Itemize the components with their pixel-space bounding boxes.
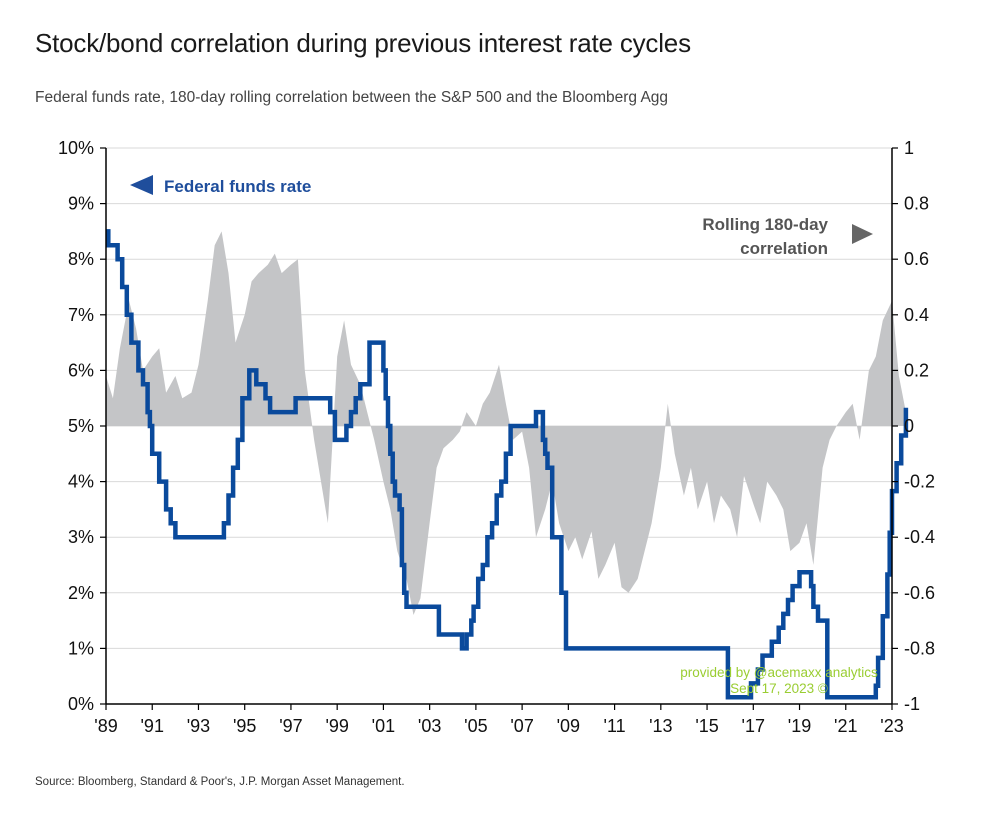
left-tick-label: 5%	[68, 416, 94, 436]
x-tick-label: '01	[372, 716, 395, 736]
watermark-line1: provided by @acemaxx analytics	[680, 665, 878, 680]
left-tick-label: 8%	[68, 249, 94, 269]
right-tick-label: 1	[904, 138, 914, 158]
x-tick-label: '17	[742, 716, 765, 736]
right-arrow-icon	[852, 224, 873, 244]
right-tick-label: -0.6	[904, 583, 935, 603]
x-axis-tick-labels: '89 '91 '93 '95 '97 '99 '01 '03 '05 '07 '09 '11 '13 '…	[94, 716, 903, 736]
left-tick-label: 0%	[68, 694, 94, 714]
source-note: Source: Bloomberg, Standard & Poor's, J.…	[35, 776, 405, 788]
x-tick-label: '05	[464, 716, 487, 736]
right-tick-label: 0	[904, 416, 914, 436]
x-tick-label: '99	[325, 716, 348, 736]
left-axis-tick-labels: 0% 1% 2% 3% 4% 5% 6% 7% 8% 9% 10%	[58, 138, 94, 714]
x-tick-label: '13	[649, 716, 672, 736]
left-tick-label: 6%	[68, 360, 94, 380]
left-tick-label: 1%	[68, 638, 94, 658]
left-tick-label: 2%	[68, 583, 94, 603]
x-tick-label: '97	[279, 716, 302, 736]
correlation-area	[106, 231, 906, 615]
plot-axes	[100, 147, 898, 710]
chart-title: Stock/bond correlation during previous i…	[35, 28, 691, 58]
watermark-line2: Sept 17, 2023 ©	[730, 681, 828, 696]
right-tick-label: 0.2	[904, 360, 929, 380]
legend-corr-label-line1: Rolling 180-day	[702, 215, 828, 234]
x-tick-label: '07	[510, 716, 533, 736]
x-tick-label: '23	[880, 716, 903, 736]
left-tick-label: 9%	[68, 194, 94, 214]
x-tick-label: '89	[94, 716, 117, 736]
left-tick-label: 10%	[58, 138, 94, 158]
right-tick-label: 0.8	[904, 194, 929, 214]
right-tick-label: 0.6	[904, 249, 929, 269]
x-tick-label: '09	[557, 716, 580, 736]
x-tick-label: '93	[187, 716, 210, 736]
right-axis-tick-labels: -1 -0.8 -0.6 -0.4 -0.2 0 0.2 0.4 0.6 0.8 1	[904, 138, 935, 714]
right-tick-label: -0.4	[904, 527, 935, 547]
left-arrow-icon	[130, 175, 153, 195]
right-tick-label: -0.8	[904, 638, 935, 658]
x-tick-label: '19	[788, 716, 811, 736]
x-tick-label: '91	[141, 716, 164, 736]
x-tick-label: '21	[834, 716, 857, 736]
x-tick-label: '95	[233, 716, 256, 736]
left-tick-label: 4%	[68, 472, 94, 492]
left-tick-label: 7%	[68, 305, 94, 325]
x-tick-label: '11	[604, 716, 626, 736]
x-tick-label: '03	[418, 716, 441, 736]
fed-funds-rate-line	[106, 229, 909, 700]
right-tick-label: 0.4	[904, 305, 929, 325]
right-tick-label: -1	[904, 694, 920, 714]
x-tick-label: '15	[695, 716, 718, 736]
chart-subtitle: Federal funds rate, 180-day rolling corr…	[35, 89, 669, 106]
legend-corr-label-line2: correlation	[740, 239, 828, 258]
right-tick-label: -0.2	[904, 472, 935, 492]
legend-ffr-label: Federal funds rate	[164, 177, 311, 196]
left-tick-label: 3%	[68, 527, 94, 547]
